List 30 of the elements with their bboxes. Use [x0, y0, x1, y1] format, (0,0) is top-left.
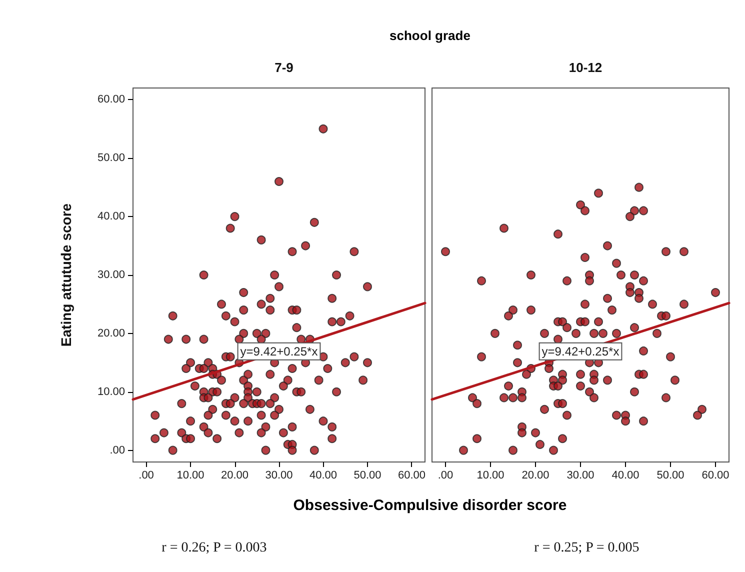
x-axis-title: Obsessive-Compulsive disorder score — [292, 497, 568, 514]
y-axis-title: Eating attutude score — [58, 203, 74, 347]
text: r = 0.25; P = 0.005 — [534, 540, 640, 556]
x-tick-label: 50.00 — [354, 470, 382, 482]
chart-subtitle: 7-9 — [274, 60, 294, 75]
x-tick-label: 40.00 — [612, 470, 640, 482]
text: r = 0.26; P = 0.003 — [162, 540, 267, 556]
y-tick-label: 10.00 — [97, 386, 125, 398]
x-tick-label: .00 — [138, 470, 154, 482]
y-tick-label: 30.00 — [97, 269, 125, 281]
x-tick-label: 10.00 — [476, 470, 504, 482]
x-tick-label: 50.00 — [656, 470, 684, 482]
x-tick-label: 40.00 — [309, 470, 338, 482]
y-tick-label: .00 — [110, 444, 125, 456]
x-tick-label: .00 — [438, 470, 454, 482]
annotation: y=9.42+0.25*x — [240, 344, 318, 358]
x-tick-label: 30.00 — [265, 470, 293, 482]
x-tick-label: 10.00 — [176, 470, 204, 482]
annotation: y=9.42+0.25*x — [542, 344, 620, 358]
y-tick-label: 60.00 — [97, 94, 125, 106]
y-tick-label: 40.00 — [97, 210, 125, 223]
x-tick-label: 30.00 — [566, 470, 594, 482]
x-tick-label: 20.00 — [522, 470, 550, 482]
y-tick-label: 20.00 — [97, 327, 125, 340]
chart-subtitle: 10-12 — [568, 60, 602, 75]
y-tick-label: 50.00 — [97, 152, 125, 164]
chart-title: school grade — [388, 28, 472, 43]
x-tick-label: 60.00 — [398, 470, 426, 482]
x-tick-label: 20.00 — [220, 470, 249, 482]
x-tick-label: 60.00 — [702, 470, 730, 482]
